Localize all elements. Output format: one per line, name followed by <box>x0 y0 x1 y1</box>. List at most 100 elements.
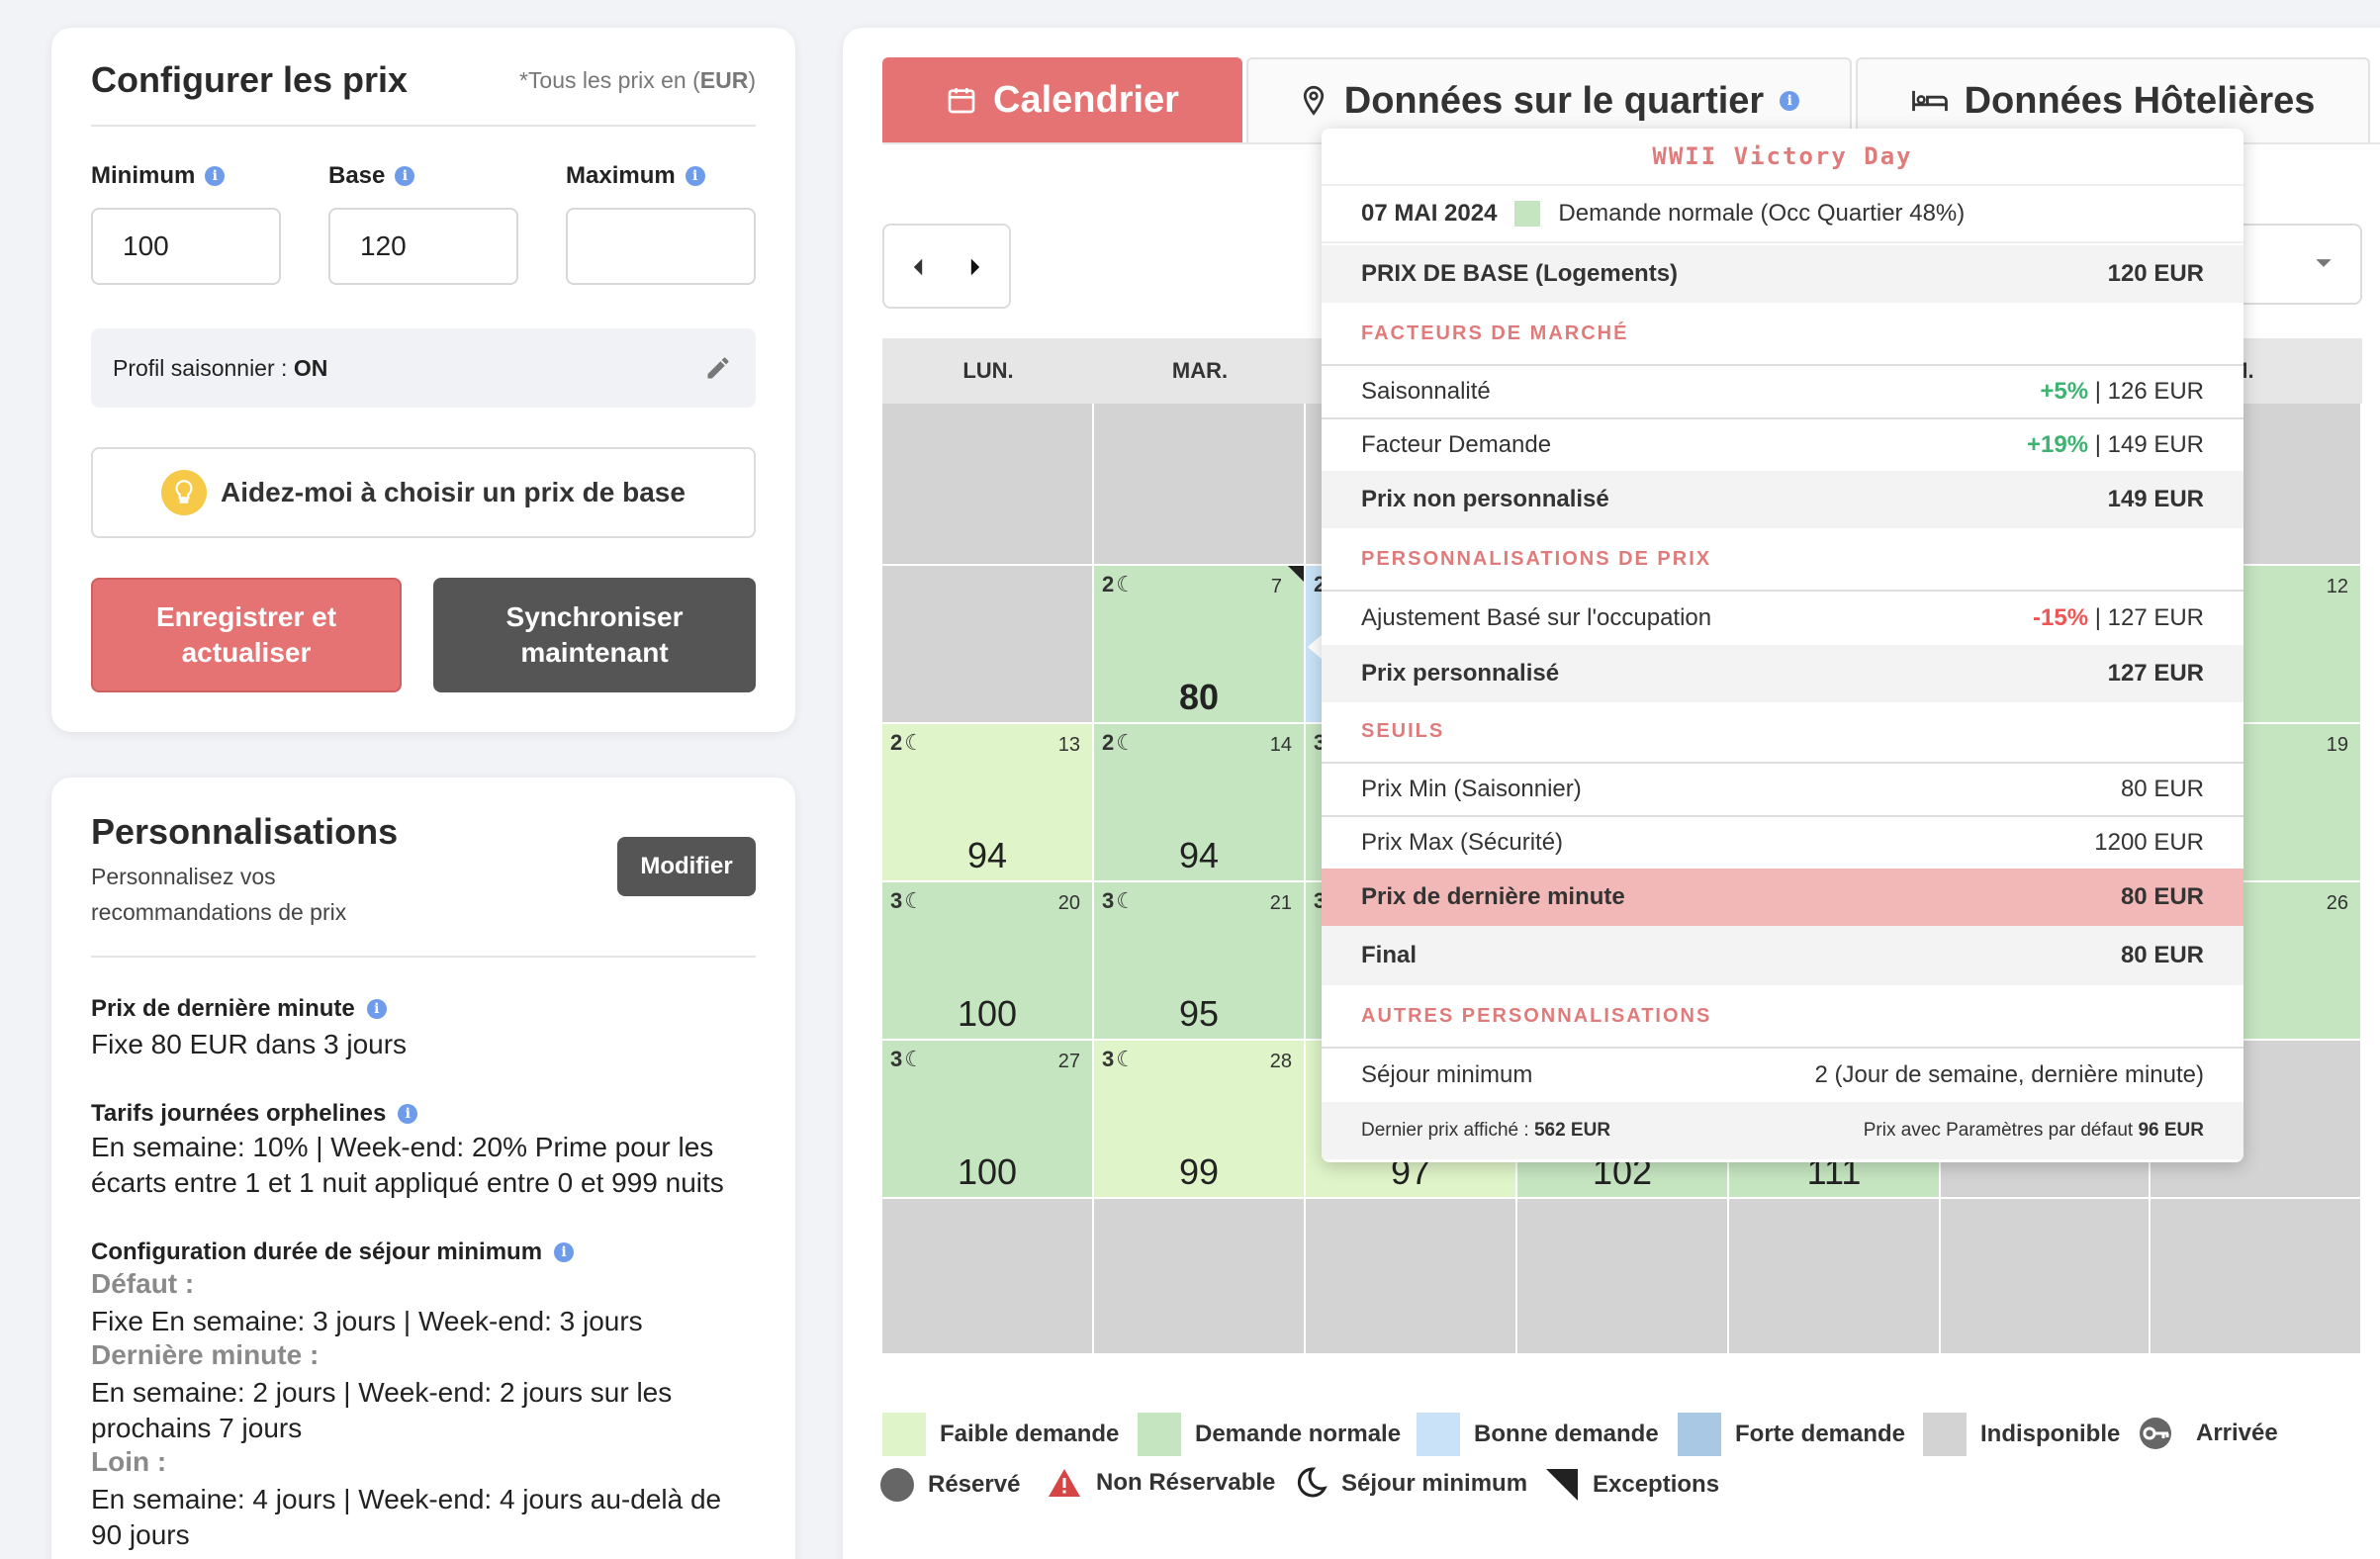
price-personalizations-heading: PERSONNALISATIONS DE PRIX <box>1361 548 1712 570</box>
high-demand-swatch <box>1678 1413 1721 1456</box>
default-value: Fixe En semaine: 3 jours | Week-end: 3 j… <box>91 1306 643 1336</box>
sync-now-button[interactable]: Synchroniser maintenant <box>433 578 756 692</box>
warning-icon <box>1049 1469 1080 1497</box>
day-number: 14 <box>1269 734 1292 756</box>
calendar-cell[interactable] <box>882 566 1094 724</box>
info-icon[interactable]: i <box>398 1104 418 1124</box>
edit-customizations-button[interactable]: Modifier <box>617 837 756 896</box>
caret-left-icon <box>913 258 923 276</box>
moon-icon: ☾ <box>1116 572 1136 596</box>
calendar-cell[interactable]: 2 ☾ 7 80 <box>1094 566 1306 724</box>
moon-icon <box>1297 1467 1327 1498</box>
calendar-cell[interactable]: 3 ☾ 27 100 <box>882 1041 1094 1199</box>
calendar-cell <box>1517 1199 1729 1355</box>
occupancy-adjustment-row: Ajustement Basé sur l'occupation -15% | 1… <box>1322 590 2243 645</box>
legend-exceptions: Exceptions <box>1545 1468 1719 1502</box>
calendar-cell[interactable]: 2 ☾ 13 94 <box>882 724 1094 882</box>
legend-arrival: Arrivée <box>2139 1417 2278 1450</box>
event-name: WWII Victory Day <box>1652 142 1913 170</box>
calendar-cell <box>882 404 1094 566</box>
info-icon[interactable]: i <box>685 166 705 186</box>
day-number: 12 <box>2326 576 2348 597</box>
calendar-cell[interactable]: 2 ☾ 14 94 <box>1094 724 1306 882</box>
calendar-cell <box>1941 1199 2151 1355</box>
normal-demand-swatch <box>1138 1413 1181 1456</box>
calendar-cell[interactable]: 3 ☾ 21 95 <box>1094 882 1306 1041</box>
legend-high-demand: Forte demande <box>1678 1413 1905 1456</box>
tooltip-pointer <box>1308 633 1324 661</box>
next-month-button[interactable] <box>956 245 995 289</box>
day-number: 19 <box>2326 734 2348 756</box>
price: 100 <box>957 1151 1018 1192</box>
far-value: En semaine: 4 jours | Week-end: 4 jours … <box>91 1484 722 1550</box>
non-personalized-row: Prix non personnalisé 149 EUR <box>1322 471 2243 528</box>
last-minute-value: Fixe 80 EUR dans 3 jours <box>91 1029 408 1059</box>
legend-good-demand: Bonne demande <box>1417 1413 1659 1456</box>
default-label: Défaut : <box>91 1268 195 1299</box>
maximum-label: Maximum i <box>566 162 705 190</box>
info-icon[interactable]: i <box>366 999 387 1019</box>
info-icon[interactable]: i <box>395 166 415 186</box>
exception-corner-icon <box>1546 1469 1578 1501</box>
caret-right-icon <box>970 258 980 276</box>
legend-normal-demand: Demande normale <box>1138 1413 1401 1456</box>
min-stay-badge: 3 ☾ <box>1102 888 1136 913</box>
min-stay-badge: 3 ☾ <box>890 888 924 913</box>
customizations-card: Personnalisations Personnalisez vos recom… <box>51 778 795 1559</box>
min-stay-badge: 2 ☾ <box>890 730 924 755</box>
legend-unavailable: Indisponible <box>1923 1413 2120 1456</box>
other-customizations-heading: AUTRES PERSONNALISATIONS <box>1361 1005 1712 1027</box>
min-price-row: Prix Min (Saisonnier) 80 EUR <box>1322 762 2243 815</box>
save-refresh-button[interactable]: Enregistrer et actualiser <box>91 578 402 692</box>
low-demand-swatch <box>882 1413 926 1456</box>
configure-prices-card: Configurer les prix *Tous les prix en (E… <box>51 28 795 732</box>
day-number: 28 <box>1269 1051 1292 1072</box>
calendar-cell <box>1094 1199 1306 1355</box>
far-label: Loin : <box>91 1446 167 1477</box>
tab-calendar[interactable]: Calendrier <box>882 57 1242 142</box>
edit-pencil-icon[interactable] <box>704 354 732 382</box>
calendar-cell <box>1094 404 1306 566</box>
tab-neighborhood[interactable]: Données sur le quartier i <box>1246 57 1852 142</box>
help-base-price-button[interactable]: Aidez-moi à choisir un prix de base <box>91 447 756 538</box>
configure-title: Configurer les prix <box>91 59 409 100</box>
base-label: Base i <box>328 162 415 190</box>
tooltip-date: 07 MAI 2024 <box>1361 200 1498 227</box>
calendar-cell <box>1729 1199 1941 1355</box>
maximum-input[interactable] <box>566 208 756 285</box>
base-input[interactable]: 120 <box>328 208 518 285</box>
calendar-cell[interactable]: 3 ☾ 28 99 <box>1094 1041 1306 1199</box>
day-header-tue: MAR. <box>1171 358 1229 383</box>
divider <box>91 956 756 958</box>
key-icon <box>2140 1418 2171 1449</box>
last-minute-price-row: Prix de dernière minute 80 EUR <box>1322 869 2243 926</box>
info-icon[interactable]: i <box>554 1242 575 1262</box>
day-number: 7 <box>1270 576 1282 597</box>
demand-swatch <box>1514 201 1541 227</box>
minimum-input[interactable]: 100 <box>91 208 281 285</box>
last-minute-label: Prix de dernière minute i <box>91 995 387 1023</box>
tab-hotel-data[interactable]: Données Hôtelières <box>1856 57 2370 142</box>
last-shown-price: Dernier prix affiché : 562 EUR <box>1361 1120 1611 1141</box>
day-number: 13 <box>1057 734 1080 756</box>
previous-month-button[interactable] <box>898 245 938 289</box>
month-navigator <box>882 224 1011 309</box>
customizations-title: Personnalisations <box>91 811 399 852</box>
info-icon[interactable]: i <box>205 166 226 186</box>
lightbulb-icon <box>161 470 208 515</box>
demand-factor-row: Facteur Demande +19% | 149 EUR <box>1322 417 2243 471</box>
base-price-row: PRIX DE BASE (Logements) 120 EUR <box>1322 245 2243 303</box>
thresholds-heading: SEUILS <box>1361 720 1445 742</box>
final-price-row: Final 80 EUR <box>1322 926 2243 985</box>
moon-icon: ☾ <box>904 888 924 913</box>
min-stay-badge: 3 ☾ <box>1102 1047 1136 1071</box>
last-minute-stay-label: Dernière minute : <box>91 1339 320 1370</box>
price: 94 <box>1178 835 1220 875</box>
calendar-cell[interactable]: 3 ☾ 20 100 <box>882 882 1094 1041</box>
info-icon[interactable]: i <box>1780 91 1800 111</box>
currency-note: *Tous les prix en (EUR) <box>518 67 756 93</box>
legend-booked: Réservé <box>880 1468 1020 1502</box>
price: 99 <box>1178 1151 1220 1192</box>
divider <box>91 125 756 127</box>
legend-min-stay: Séjour minimum <box>1292 1466 1527 1502</box>
